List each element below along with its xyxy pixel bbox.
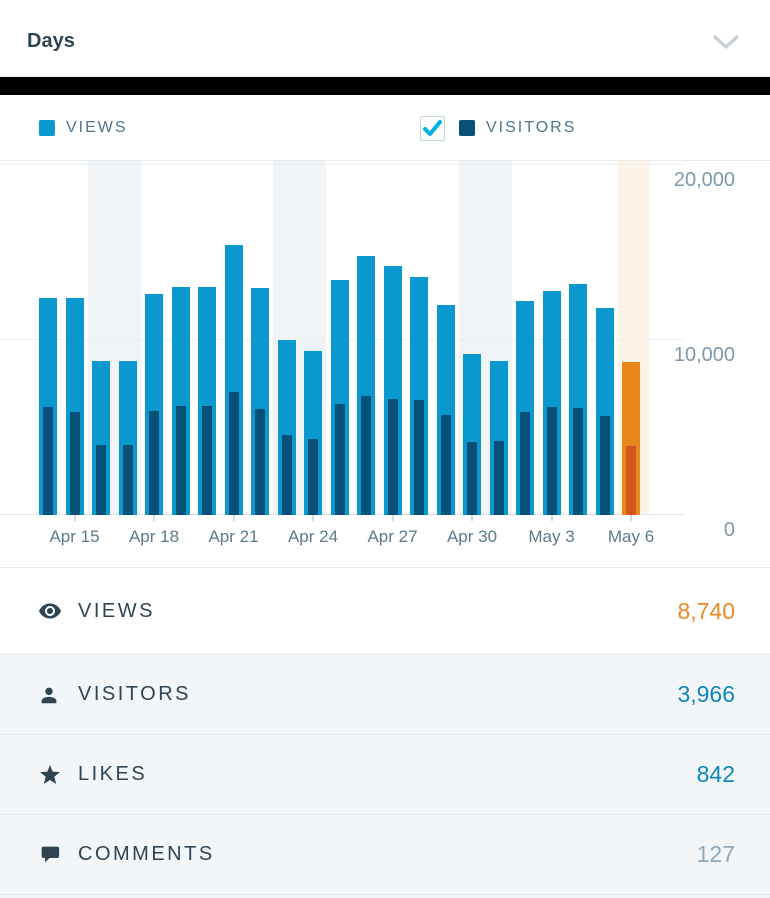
comment-icon bbox=[38, 843, 62, 867]
views-swatch bbox=[39, 120, 55, 136]
legend-views: VIEWS bbox=[39, 95, 128, 161]
chart-legend: VIEWS VISITORS bbox=[0, 95, 770, 161]
visitors-bar[interactable] bbox=[308, 438, 318, 515]
blackout-bar bbox=[0, 77, 770, 95]
visitors-bar[interactable] bbox=[281, 435, 292, 515]
legend-visitors: VISITORS bbox=[420, 95, 576, 161]
x-axis-tick bbox=[630, 515, 632, 521]
period-title: Days bbox=[27, 30, 75, 52]
visitors-bar[interactable] bbox=[228, 391, 239, 515]
star-icon bbox=[38, 763, 62, 787]
x-axis-label: Apr 27 bbox=[367, 527, 418, 546]
visitors-bar[interactable] bbox=[546, 407, 557, 515]
person-icon bbox=[38, 683, 62, 707]
summary-row-likes[interactable]: LIKES 842 bbox=[0, 734, 770, 814]
summary-row-views[interactable]: VIEWS 8,740 bbox=[0, 567, 770, 654]
eye-icon bbox=[38, 599, 62, 623]
summary-label: COMMENTS bbox=[78, 843, 215, 865]
visitors-bar[interactable] bbox=[255, 409, 265, 515]
visitors-checkbox[interactable] bbox=[420, 115, 445, 141]
visitors-bar[interactable] bbox=[493, 440, 504, 515]
visitors-bar[interactable] bbox=[334, 403, 345, 515]
visitors-bar[interactable] bbox=[202, 405, 212, 515]
chevron-down-icon[interactable] bbox=[713, 35, 739, 50]
x-axis-tick bbox=[550, 515, 553, 521]
legend-visitors-label: VISITORS bbox=[486, 119, 577, 136]
summary-list: VIEWS 8,740 VISITORS 3,966 LIKES 842 COM… bbox=[0, 567, 770, 894]
visitors-bar[interactable] bbox=[361, 396, 371, 515]
visitors-bar[interactable] bbox=[626, 445, 636, 515]
visitors-bar[interactable] bbox=[175, 405, 186, 515]
x-axis-tick bbox=[391, 515, 394, 521]
bottom-strip bbox=[0, 894, 770, 898]
visitors-bar[interactable] bbox=[440, 415, 451, 515]
y-axis-label: 20,000 bbox=[673, 169, 735, 191]
summary-label: VIEWS bbox=[78, 599, 155, 622]
summary-value: 3,966 bbox=[677, 681, 735, 707]
x-axis-label: Apr 24 bbox=[287, 527, 339, 546]
x-axis-tick bbox=[73, 515, 76, 521]
visitors-bar[interactable] bbox=[122, 445, 133, 515]
y-axis-label: 10,000 bbox=[673, 344, 735, 366]
gridline bbox=[0, 164, 685, 165]
y-axis-label: 0 bbox=[723, 519, 735, 541]
summary-row-visitors[interactable]: VISITORS 3,966 bbox=[0, 654, 770, 734]
checkmark-icon bbox=[423, 119, 442, 136]
x-axis-tick bbox=[153, 515, 155, 521]
summary-label: LIKES bbox=[78, 763, 148, 785]
legend-views-label: VIEWS bbox=[66, 119, 128, 136]
visitors-bar[interactable] bbox=[43, 407, 53, 515]
visitors-bar[interactable] bbox=[149, 410, 159, 515]
visitors-bar[interactable] bbox=[599, 416, 610, 515]
period-header[interactable]: Days bbox=[0, 0, 770, 77]
chart-plot: 20,000 10,000 0 Apr 15 Apr 18 Apr 21 Apr 24 Apr… bbox=[0, 161, 770, 567]
summary-value: 842 bbox=[696, 761, 735, 787]
x-axis-label: Apr 15 bbox=[49, 527, 100, 546]
visitors-bar[interactable] bbox=[520, 411, 530, 515]
x-axis-tick bbox=[232, 515, 235, 521]
visitors-swatch bbox=[459, 120, 475, 136]
x-axis-tick bbox=[312, 515, 314, 521]
x-axis-label: Apr 30 bbox=[446, 527, 498, 546]
x-axis-label: Apr 18 bbox=[128, 527, 180, 546]
x-axis-tick bbox=[471, 515, 473, 521]
x-axis-label: Apr 21 bbox=[208, 527, 259, 546]
bar-chart: 20,000 10,000 0 Apr 15 Apr 18 Apr 21 Apr 24 Apr… bbox=[0, 161, 770, 567]
summary-row-comments[interactable]: COMMENTS 127 bbox=[0, 814, 770, 894]
visitors-bar[interactable] bbox=[387, 398, 398, 515]
summary-label: VISITORS bbox=[78, 683, 191, 705]
summary-value: 127 bbox=[696, 841, 735, 867]
x-axis-label: May 6 bbox=[607, 527, 655, 546]
summary-value: 8,740 bbox=[677, 597, 735, 624]
x-axis-label: May 3 bbox=[528, 527, 575, 546]
visitors-bar[interactable] bbox=[96, 445, 106, 515]
visitors-bar[interactable] bbox=[467, 441, 477, 515]
visitors-bar[interactable] bbox=[573, 408, 583, 515]
visitors-bar[interactable] bbox=[69, 411, 80, 515]
visitors-bar[interactable] bbox=[414, 400, 424, 515]
